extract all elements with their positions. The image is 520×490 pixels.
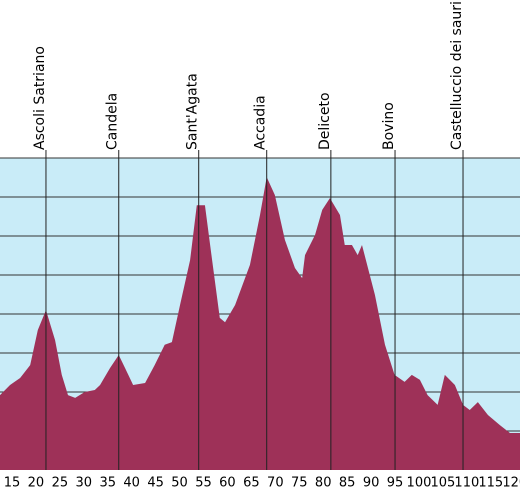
x-tick-label: 25 bbox=[52, 476, 69, 490]
x-tick-label: 100 bbox=[407, 476, 432, 490]
x-tick-label: 75 bbox=[291, 476, 308, 490]
x-tick-label: 20 bbox=[28, 476, 45, 490]
x-tick-label: 105 bbox=[430, 476, 455, 490]
x-tick-label: 80 bbox=[315, 476, 332, 490]
x-tick-label: 35 bbox=[99, 476, 116, 490]
x-tick-label: 15 bbox=[4, 476, 21, 490]
x-tick-label: 120 bbox=[502, 476, 520, 490]
x-tick-label: 40 bbox=[123, 476, 140, 490]
x-tick-label: 50 bbox=[171, 476, 188, 490]
x-tick-label: 90 bbox=[363, 476, 380, 490]
town-label: Candela bbox=[105, 93, 121, 150]
town-label: Deliceto bbox=[317, 92, 333, 150]
town-label: Ascoli Satriano bbox=[32, 46, 48, 150]
x-tick-label: 45 bbox=[147, 476, 164, 490]
elevation-area bbox=[0, 177, 520, 471]
town-label: Accadia bbox=[253, 95, 269, 150]
x-tick-label: 95 bbox=[387, 476, 404, 490]
x-tick-label: 70 bbox=[267, 476, 284, 490]
x-tick-label: 55 bbox=[195, 476, 212, 490]
x-tick-label: 30 bbox=[76, 476, 93, 490]
x-tick-label: 110 bbox=[454, 476, 479, 490]
x-tick-label: 65 bbox=[243, 476, 260, 490]
x-tick-label: 60 bbox=[219, 476, 236, 490]
town-label: Sant'Agata bbox=[185, 73, 201, 150]
town-label: Bovino bbox=[381, 102, 397, 150]
x-tick-label: 115 bbox=[478, 476, 503, 490]
x-tick-label: 85 bbox=[339, 476, 356, 490]
town-label: Castelluccio dei sauri bbox=[449, 1, 465, 150]
